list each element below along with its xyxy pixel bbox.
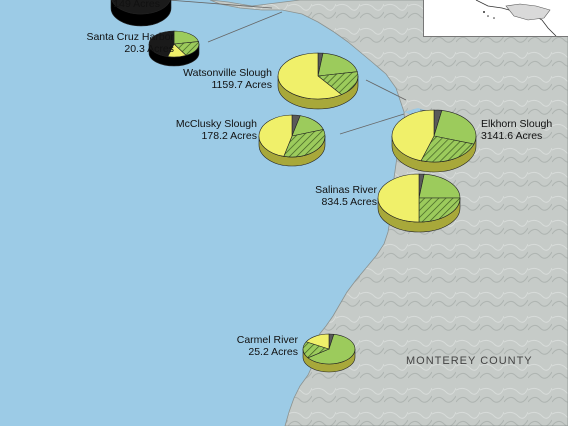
pie-salinas-river-slice-1 (418, 173, 461, 199)
site-acres: 1159.7 Acres (211, 79, 272, 91)
site-label-top: 149 Acres (20, 0, 160, 10)
pie-mcclusky-slough (258, 114, 326, 167)
site-label-santa-cruz-harbor: Santa Cruz Harbor 20.3 Acres (20, 31, 174, 55)
site-name: Carmel River (236, 334, 298, 346)
pie-watsonville-slough-slice-2 (317, 71, 359, 95)
site-acres: 20.3 Acres (124, 43, 174, 55)
locator-inset-outline (475, 0, 557, 37)
site-name: Elkhorn Slough (481, 118, 553, 130)
pie-salinas-river (377, 173, 461, 233)
pie-top (110, 0, 172, 27)
pie-santa-cruz-harbor-slice-0 (173, 30, 199, 45)
pie-carmel-river-slice-3 (305, 333, 330, 350)
pie-watsonville-slough-slice-1 (317, 52, 358, 77)
site-label-carmel-river: Carmel River 25.2 Acres (190, 334, 298, 358)
site-name: Santa Cruz Harbor (86, 31, 174, 43)
pie-mcclusky-slough-slice-3 (258, 114, 293, 157)
site-acres-top: 149 Acres (113, 0, 160, 10)
land (209, 0, 568, 426)
site-acres: 25.2 Acres (248, 346, 298, 358)
site-label-mcclusky-slough: McClusky Slough 178.2 Acres (130, 118, 257, 142)
site-acres: 3141.6 Acres (481, 130, 543, 142)
site-label-elkhorn-slough: Elkhorn Slough 3141.6 Acres (481, 118, 552, 142)
pie-watsonville-slough (277, 52, 359, 110)
pie-mcclusky-slough-slice-2 (283, 129, 326, 158)
site-name: McClusky Slough (175, 118, 257, 130)
pie-santa-cruz-harbor-slice-3 (148, 30, 175, 57)
pie-top-slice-2 (111, 0, 171, 15)
pie-elkhorn-slough-slice-1 (433, 110, 477, 145)
locator-inset (423, 0, 568, 37)
site-acres: 178.2 Acres (201, 130, 257, 142)
pie-elkhorn-slough (391, 109, 477, 173)
pie-carmel-river (302, 333, 356, 373)
pie-elkhorn-slough-slice-3 (391, 109, 435, 162)
pie-salinas-river-slice-2 (418, 197, 461, 223)
pie-watsonville-slough-slice-3 (277, 52, 343, 100)
pie-elkhorn-slough-slice-2 (420, 135, 475, 163)
pie-salinas-river-slice-3 (377, 173, 420, 223)
site-name: Salinas River (315, 184, 377, 196)
site-label-watsonville-slough: Watsonville Slough 1159.7 Acres (130, 67, 272, 91)
site-label-salinas-river: Salinas River 834.5 Acres (260, 184, 377, 208)
county-label: MONTEREY COUNTY (406, 355, 533, 367)
site-acres: 834.5 Acres (321, 196, 377, 208)
site-name: Watsonville Slough (183, 67, 272, 79)
pie-carmel-river-slice-1 (307, 333, 356, 365)
pie-santa-cruz-harbor (148, 30, 200, 67)
